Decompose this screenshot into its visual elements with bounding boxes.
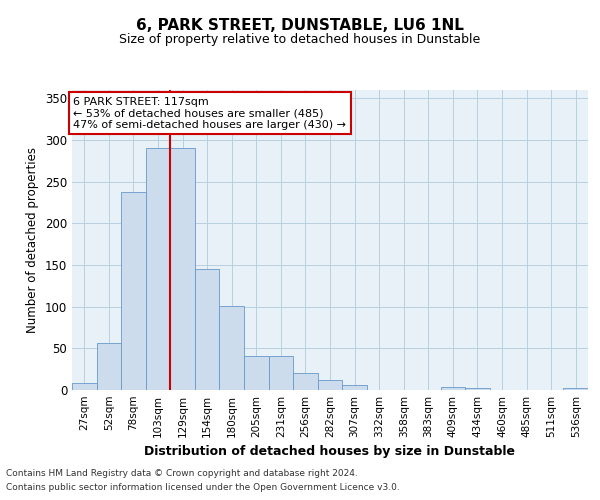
Y-axis label: Number of detached properties: Number of detached properties — [26, 147, 40, 333]
Text: Size of property relative to detached houses in Dunstable: Size of property relative to detached ho… — [119, 32, 481, 46]
Bar — [72, 384, 97, 390]
Text: 6, PARK STREET, DUNSTABLE, LU6 1NL: 6, PARK STREET, DUNSTABLE, LU6 1NL — [136, 18, 464, 32]
Bar — [244, 356, 269, 390]
Bar — [195, 269, 220, 390]
Bar — [170, 148, 195, 390]
Bar — [146, 148, 170, 390]
Text: 6 PARK STREET: 117sqm
← 53% of detached houses are smaller (485)
47% of semi-det: 6 PARK STREET: 117sqm ← 53% of detached … — [73, 96, 346, 130]
Bar — [342, 385, 367, 390]
Text: Contains HM Land Registry data © Crown copyright and database right 2024.: Contains HM Land Registry data © Crown c… — [6, 468, 358, 477]
Bar — [97, 342, 121, 390]
Bar — [563, 388, 588, 390]
Bar — [293, 372, 318, 390]
Bar — [465, 388, 490, 390]
Bar — [318, 380, 342, 390]
X-axis label: Distribution of detached houses by size in Dunstable: Distribution of detached houses by size … — [145, 446, 515, 458]
Text: Contains public sector information licensed under the Open Government Licence v3: Contains public sector information licen… — [6, 484, 400, 492]
Bar — [440, 386, 465, 390]
Bar — [220, 306, 244, 390]
Bar — [121, 192, 146, 390]
Bar — [269, 356, 293, 390]
